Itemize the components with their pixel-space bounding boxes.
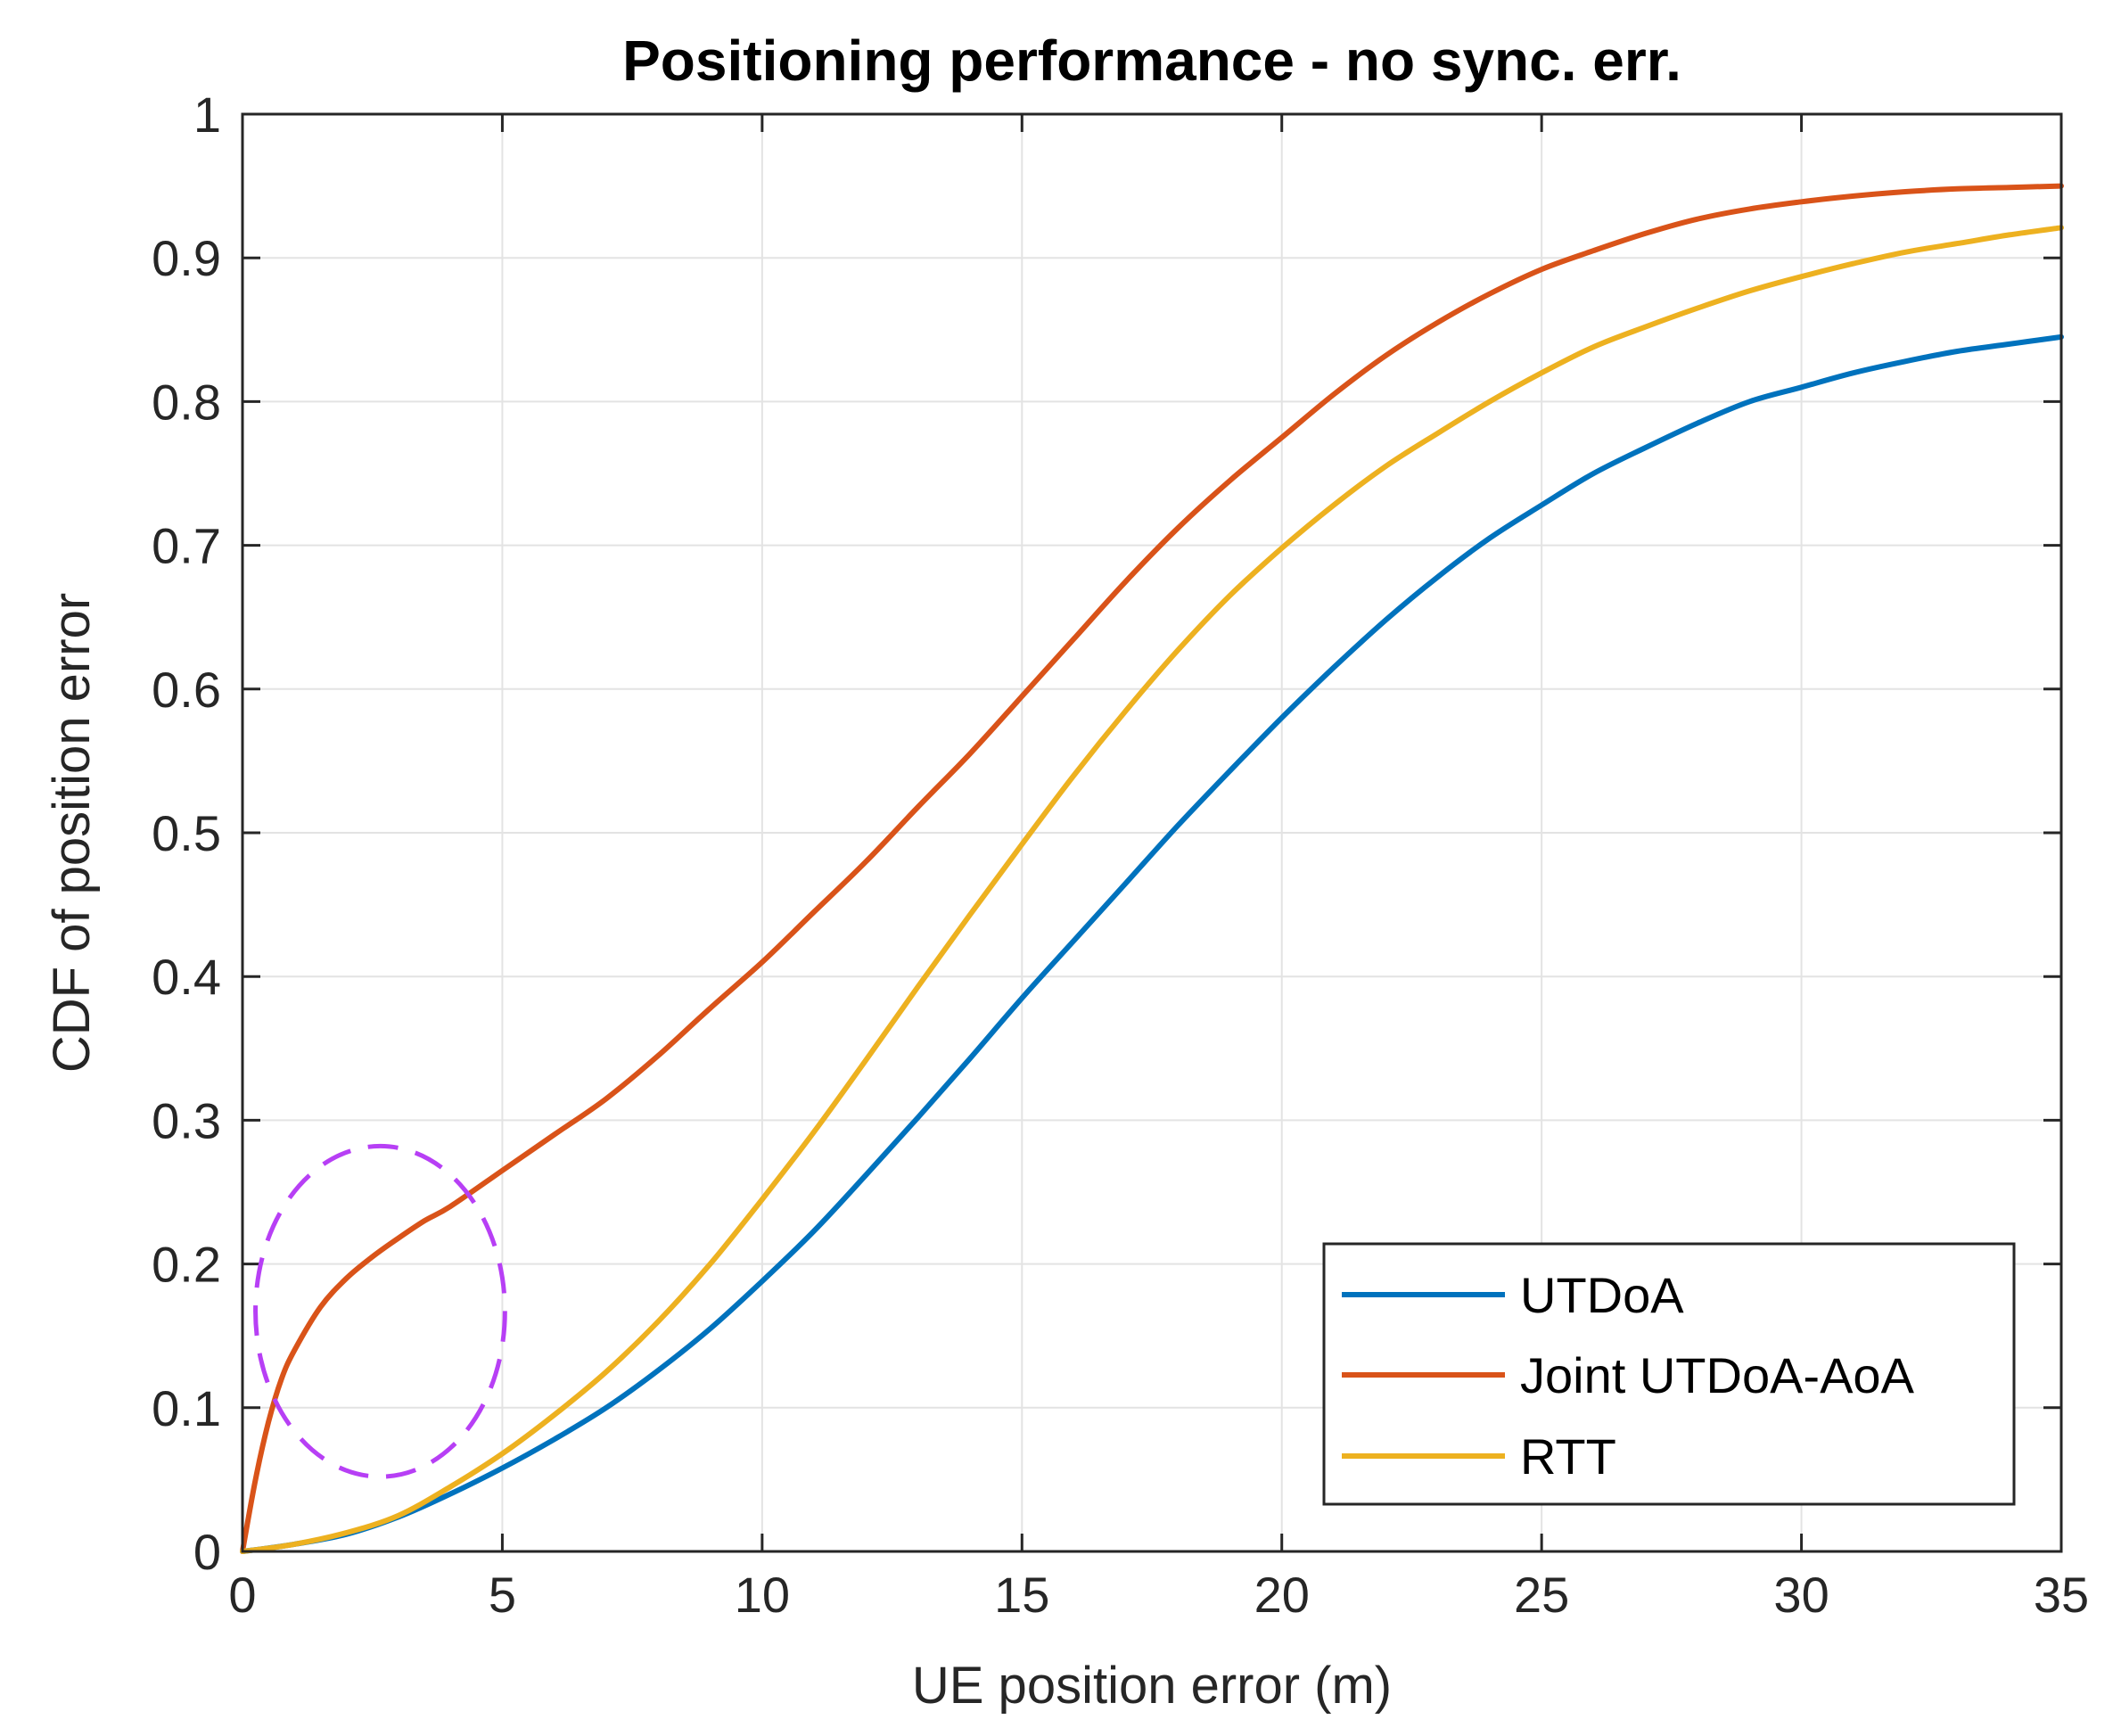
annotation-group (253, 1143, 507, 1479)
series-line-rtt (240, 225, 2064, 1554)
x-tick-label: 0 (228, 1567, 256, 1623)
legend-label-utdoa: UTDoA (1520, 1267, 1684, 1323)
y-tick-label: 0.7 (152, 518, 221, 574)
tick-labels: 0 5 10 15 20 25 30 35 0 0.1 0.2 0.3 0.4 0.5 0.6 0.7 0.8 0… (152, 86, 2089, 1623)
x-tick-label: 5 (489, 1567, 516, 1623)
legend: UTDoA Joint UTDoA-AoA RTT (1322, 1242, 2016, 1506)
chart-title: Positioning performance - no sync. err. (622, 29, 1681, 93)
y-tick-label: 0.8 (152, 374, 221, 430)
x-tick-label: 10 (735, 1567, 790, 1623)
x-tick-label: 15 (994, 1567, 1049, 1623)
x-tick-label: 35 (2034, 1567, 2089, 1623)
dashed-ellipse-annotation (253, 1143, 507, 1479)
y-tick-label: 0.3 (152, 1092, 221, 1148)
y-tick-label: 0.6 (152, 662, 221, 718)
legend-label-joint-utdoa-aoa: Joint UTDoA-AoA (1520, 1347, 1915, 1403)
series-line-joint-utdoa-aoa (240, 183, 2064, 1554)
plot-frame (241, 112, 2063, 1553)
y-axis-label: CDF of position error (43, 593, 101, 1073)
y-tick-label: 1 (193, 86, 221, 143)
y-tick-label: 0.9 (152, 230, 221, 286)
x-tick-label: 25 (1514, 1567, 1569, 1623)
y-tick-label: 0.4 (152, 949, 221, 1005)
legend-label-rtt: RTT (1520, 1428, 1616, 1485)
x-tick-label: 20 (1254, 1567, 1310, 1623)
y-tick-label: 0.2 (152, 1237, 221, 1293)
series-group (240, 183, 2064, 1554)
x-axis-label: UE position error (m) (912, 1657, 1392, 1715)
y-tick-label: 0.1 (152, 1380, 221, 1436)
y-tick-label: 0 (193, 1524, 221, 1580)
x-tick-label: 30 (1773, 1567, 1829, 1623)
series-line-utdoa (240, 333, 2064, 1554)
y-tick-label: 0.5 (152, 805, 221, 861)
